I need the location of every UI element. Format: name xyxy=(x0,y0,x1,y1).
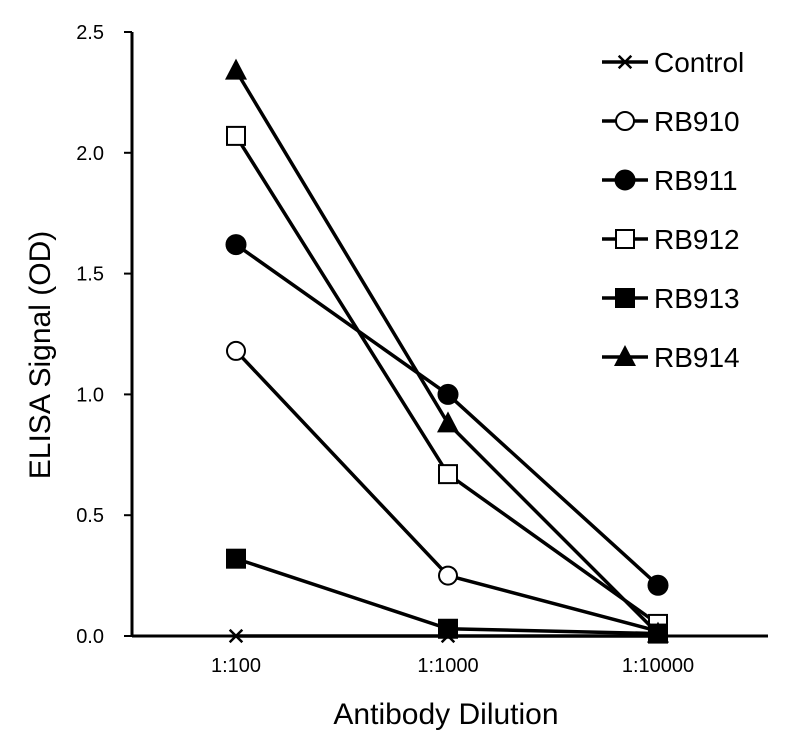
legend-item-rb912: RB912 xyxy=(602,224,740,255)
series-rb912 xyxy=(226,125,668,634)
series-rb913 xyxy=(226,548,668,644)
data-point-rb910 xyxy=(438,565,458,586)
y-axis-title: ELISA Signal (OD) xyxy=(24,231,57,479)
legend-label-rb914: RB914 xyxy=(654,342,740,373)
data-point-rb911 xyxy=(647,574,669,596)
legend: Control RB910 RB911 RB912 RB913 RB914 xyxy=(602,47,744,373)
ticks-layer: 0.0 0.5 1.0 1.5 2.0 2.5 1:100 1:1000 1:10000 xyxy=(76,22,694,677)
data-point-rb913 xyxy=(438,618,458,639)
y-tick-label: 0.5 xyxy=(76,505,104,527)
legend-marker-rb914 xyxy=(614,345,636,366)
legend-label-control: Control xyxy=(654,47,744,78)
legend-marker-rb912 xyxy=(615,229,635,249)
x-tick-label: 1:100 xyxy=(211,655,261,677)
legend-item-control: Control xyxy=(602,47,744,78)
y-tick-label: 2.5 xyxy=(76,22,104,44)
x-axis-title: Antibody Dilution xyxy=(333,698,558,731)
data-point-rb911 xyxy=(225,234,247,256)
legend-marker-rb913 xyxy=(615,288,635,308)
legend-marker-rb911 xyxy=(614,169,636,191)
legend-label-rb911: RB911 xyxy=(654,165,738,196)
data-point-rb913 xyxy=(226,548,246,569)
legend-item-rb914: RB914 xyxy=(602,342,740,373)
legend-label-rb912: RB912 xyxy=(654,224,740,255)
series-rb911 xyxy=(225,234,669,596)
y-tick-label: 1.0 xyxy=(76,384,104,406)
y-tick-label: 2.0 xyxy=(76,143,104,165)
series-layer xyxy=(225,58,669,644)
x-tick-label: 1:10000 xyxy=(622,655,694,677)
data-point-rb910 xyxy=(226,340,246,361)
data-point-rb912 xyxy=(438,464,458,485)
data-point-rb911 xyxy=(437,383,459,405)
axes-layer xyxy=(130,32,768,638)
data-point-rb914 xyxy=(225,58,247,80)
y-tick-label: 1.5 xyxy=(76,264,104,286)
series-line-rb914 xyxy=(234,69,660,635)
legend-item-rb910: RB910 xyxy=(602,106,740,137)
legend-label-rb910: RB910 xyxy=(654,106,740,137)
legend-marker-control xyxy=(616,54,634,70)
legend-item-rb911: RB911 xyxy=(602,165,738,196)
series-line-rb912 xyxy=(234,134,660,626)
y-tick-label: 0.0 xyxy=(76,626,104,648)
legend-marker-rb910 xyxy=(615,111,635,131)
data-point-rb914 xyxy=(437,411,459,433)
data-point-rb912 xyxy=(226,125,246,146)
legend-label-rb913: RB913 xyxy=(654,283,740,314)
x-tick-label: 1:1000 xyxy=(417,655,478,677)
legend-item-rb913: RB913 xyxy=(602,283,740,314)
series-rb914 xyxy=(225,58,669,643)
